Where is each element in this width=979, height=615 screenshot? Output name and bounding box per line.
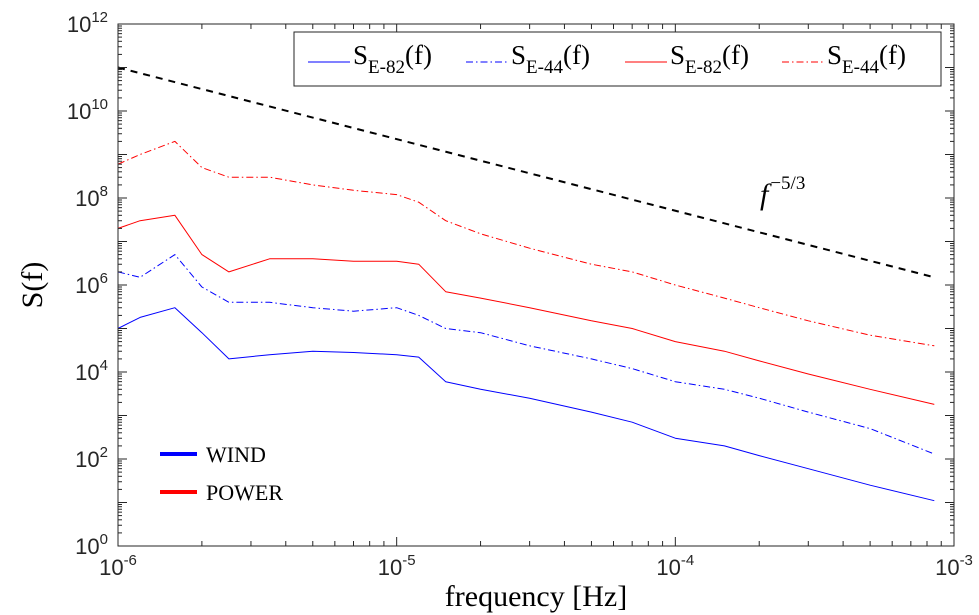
x-tick-exponent: -5 [402, 552, 415, 569]
y-axis-title: S(f) [16, 262, 49, 309]
group-legend-label-1: WIND [206, 442, 266, 467]
legend-label-subscript: E-82 [685, 57, 722, 78]
reference-line-group [117, 66, 935, 279]
x-tick-labels: 10-6 10-5 10-4 10-3 [99, 552, 973, 580]
series-line-2 [117, 254, 935, 455]
group-legend-label-2: POWER [206, 480, 283, 505]
legend-label-subscript: E-44 [526, 57, 563, 78]
x-tick-base: 10 [99, 555, 123, 580]
legend-box [293, 31, 942, 87]
y-tick-exponent: 6 [100, 270, 108, 287]
y-tick-label: 102 [75, 444, 108, 472]
legend-label-name: S [511, 40, 526, 70]
x-tick-exponent: -3 [960, 552, 973, 569]
reference-line [117, 66, 935, 279]
x-tick-label: 10-3 [935, 552, 973, 580]
y-tick-exponent: 2 [100, 444, 108, 461]
legend-label-1: SE-82(f) [353, 40, 432, 78]
legend-label-suffix: (f) [563, 40, 590, 70]
y-tick-base: 10 [67, 99, 91, 124]
x-tick-label: 10-6 [99, 552, 137, 580]
y-tick-exponent: 4 [100, 357, 108, 374]
legend: SE-82(f) SE-44(f) SE-82(f) SE-44(f) [293, 31, 942, 87]
y-tick-base: 10 [75, 186, 99, 211]
legend-label-suffix: (f) [405, 40, 432, 70]
group-legend: WIND POWER [160, 442, 283, 505]
y-tick-base: 10 [75, 360, 99, 385]
legend-entries: SE-82(f) SE-44(f) SE-82(f) SE-44(f) [308, 40, 906, 78]
y-tick-exponent: 12 [91, 9, 108, 26]
x-tick-label: 10-5 [378, 552, 416, 580]
y-tick-exponent: 10 [91, 96, 108, 113]
legend-label-suffix: (f) [879, 40, 906, 70]
series-group [117, 140, 935, 502]
y-tick-base: 10 [67, 12, 91, 37]
legend-label-name: S [670, 40, 685, 70]
legend-label-3: SE-82(f) [670, 40, 749, 78]
y-tick-label: 104 [75, 357, 108, 385]
series-line-1 [117, 307, 935, 502]
x-tick-exponent: -4 [681, 552, 694, 569]
y-tick-label: 1012 [67, 9, 108, 37]
y-tick-label: 1010 [67, 96, 108, 124]
legend-label-2: SE-44(f) [511, 40, 590, 78]
y-tick-exponent: 8 [100, 183, 108, 200]
y-tick-base: 10 [75, 447, 99, 472]
x-tick-exponent: -6 [124, 552, 137, 569]
slope-annotation-exponent: −5/3 [770, 173, 805, 194]
x-axis-title: frequency [Hz] [445, 580, 627, 613]
y-tick-base: 10 [75, 534, 99, 559]
x-tick-base: 10 [935, 555, 959, 580]
legend-label-subscript: E-82 [368, 57, 405, 78]
legend-label-name: S [827, 40, 842, 70]
series-line-4 [117, 140, 935, 347]
y-tick-label: 100 [75, 531, 108, 559]
y-tick-exponent: 0 [100, 531, 108, 548]
legend-label-name: S [353, 40, 368, 70]
plot-area [117, 23, 955, 547]
tick-group [117, 23, 955, 547]
legend-label-subscript: E-44 [842, 57, 879, 78]
legend-label-4: SE-44(f) [827, 40, 906, 78]
y-tick-label: 108 [75, 183, 108, 211]
x-tick-label: 10-4 [656, 552, 694, 580]
y-tick-label: 106 [75, 270, 108, 298]
series-line-3 [117, 214, 935, 405]
x-tick-base: 10 [378, 555, 402, 580]
legend-label-suffix: (f) [722, 40, 749, 70]
x-tick-base: 10 [656, 555, 680, 580]
y-tick-base: 10 [75, 273, 99, 298]
